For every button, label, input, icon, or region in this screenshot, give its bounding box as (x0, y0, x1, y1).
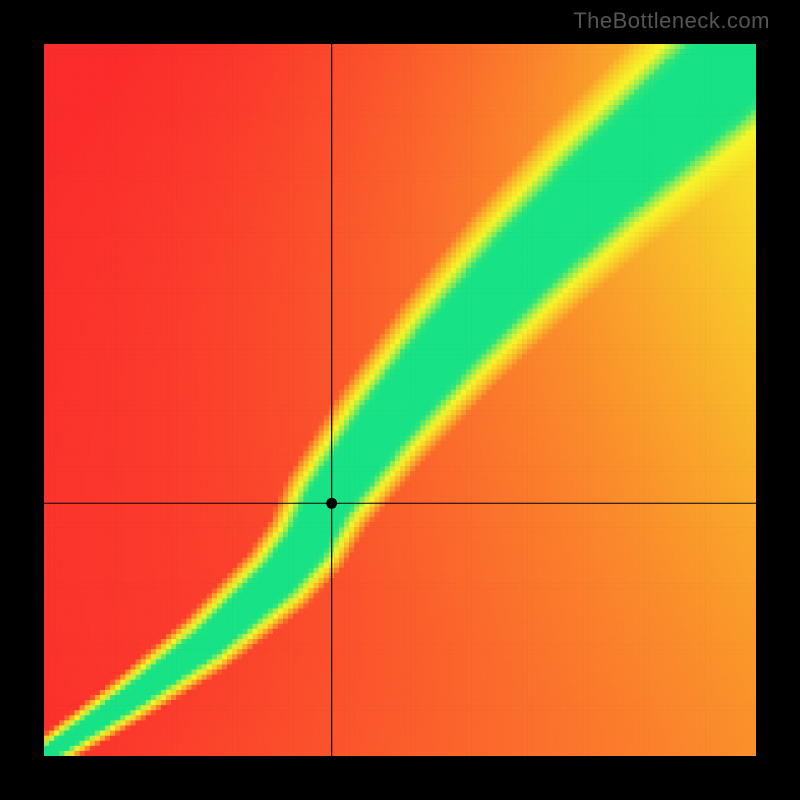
heatmap-canvas (44, 44, 756, 756)
chart-container: TheBottleneck.com (0, 0, 800, 800)
watermark-text: TheBottleneck.com (573, 8, 770, 34)
plot-area (44, 44, 756, 756)
